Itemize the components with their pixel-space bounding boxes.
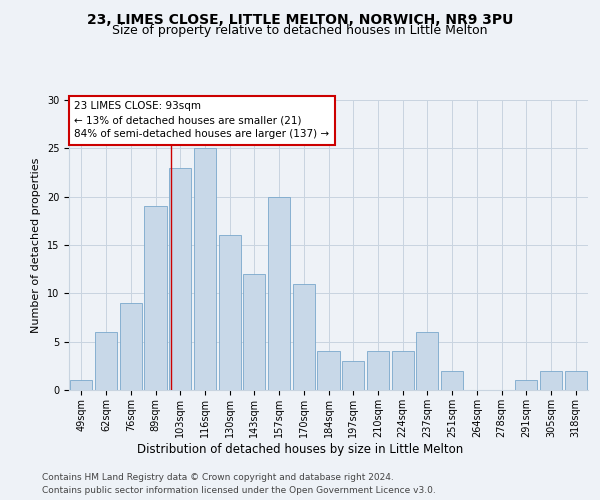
Text: Contains HM Land Registry data © Crown copyright and database right 2024.: Contains HM Land Registry data © Crown c… (42, 472, 394, 482)
Bar (367, 352, 389, 390)
Bar (540, 370, 562, 390)
Text: 23, LIMES CLOSE, LITTLE MELTON, NORWICH, NR9 3PU: 23, LIMES CLOSE, LITTLE MELTON, NORWICH,… (87, 12, 513, 26)
Bar (95, 332, 117, 390)
Text: 23 LIMES CLOSE: 93sqm
← 13% of detached houses are smaller (21)
84% of semi-deta: 23 LIMES CLOSE: 93sqm ← 13% of detached … (74, 102, 329, 140)
Bar (416, 332, 439, 390)
Text: Size of property relative to detached houses in Little Melton: Size of property relative to detached ho… (112, 24, 488, 37)
Bar (293, 284, 315, 390)
Bar (565, 370, 587, 390)
Bar (317, 352, 340, 390)
Bar (441, 370, 463, 390)
Bar (119, 303, 142, 390)
Text: Contains public sector information licensed under the Open Government Licence v3: Contains public sector information licen… (42, 486, 436, 495)
Bar (194, 148, 216, 390)
Bar (243, 274, 265, 390)
Bar (515, 380, 538, 390)
Bar (169, 168, 191, 390)
Bar (392, 352, 414, 390)
Bar (70, 380, 92, 390)
Bar (342, 361, 364, 390)
Bar (145, 206, 167, 390)
Bar (268, 196, 290, 390)
Text: Distribution of detached houses by size in Little Melton: Distribution of detached houses by size … (137, 442, 463, 456)
Y-axis label: Number of detached properties: Number of detached properties (31, 158, 41, 332)
Bar (218, 236, 241, 390)
